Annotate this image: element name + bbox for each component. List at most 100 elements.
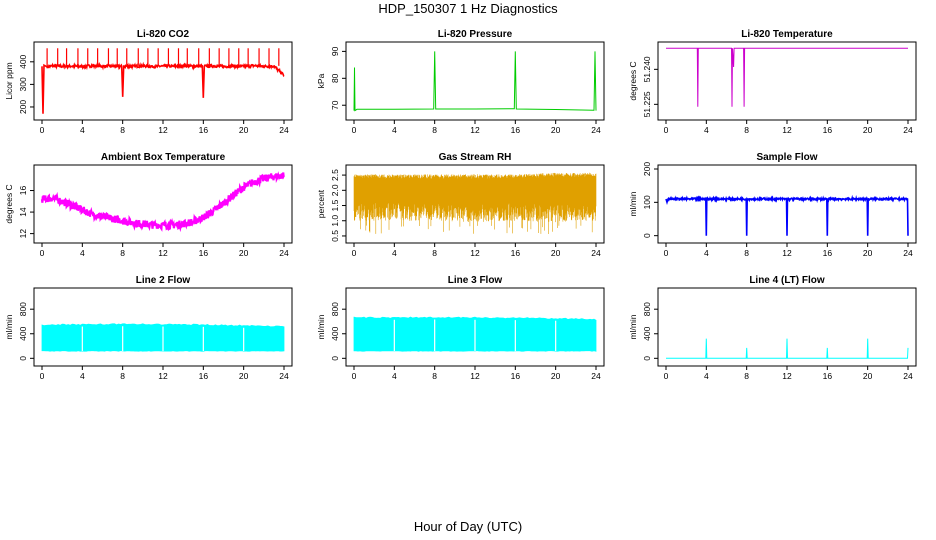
x-tick-label: 16 bbox=[511, 248, 521, 258]
y-tick-label: 300 bbox=[18, 77, 28, 91]
y-tick-label: 0 bbox=[18, 356, 28, 361]
plot-frame bbox=[33, 41, 293, 121]
x-tick-label: 4 bbox=[392, 248, 397, 258]
x-tick-label: 16 bbox=[199, 125, 209, 135]
panel-7: Line 2 Flow ml/min 0 4 8 12 16 20 24 0 400 800 bbox=[4, 275, 293, 381]
panel-2: Li-820 Pressure kPa 0 4 8 12 16 20 24 70 80 90 bbox=[316, 29, 605, 135]
plot-frame bbox=[657, 41, 917, 121]
x-tick-label: 8 bbox=[432, 125, 437, 135]
x-tick-label: 12 bbox=[782, 371, 792, 381]
x-tick-label: 24 bbox=[279, 371, 289, 381]
figure-title: HDP_150307 1 Hz Diagnostics bbox=[378, 1, 558, 16]
y-tick-label: 400 bbox=[330, 326, 340, 340]
x-tick-label: 4 bbox=[392, 371, 397, 381]
x-tick-label: 20 bbox=[551, 125, 561, 135]
panel-title: Li-820 CO2 bbox=[137, 29, 190, 40]
y-tick-label: 400 bbox=[18, 326, 28, 340]
y-axis-label: ml/min bbox=[316, 314, 326, 339]
x-tick-label: 12 bbox=[470, 125, 480, 135]
panel-title: Line 2 Flow bbox=[136, 275, 191, 286]
y-tick-label: 100 bbox=[642, 195, 652, 209]
x-tick-label: 0 bbox=[352, 125, 357, 135]
x-tick-label: 8 bbox=[744, 125, 749, 135]
y-tick-label: 51.225 bbox=[642, 91, 652, 117]
x-tick-label: 8 bbox=[744, 371, 749, 381]
y-tick-label: 800 bbox=[18, 302, 28, 316]
x-tick-label: 12 bbox=[782, 248, 792, 258]
x-tick-label: 24 bbox=[591, 125, 601, 135]
panel-8: Line 3 Flow ml/min 0 4 8 12 16 20 24 0 400 800 bbox=[316, 275, 605, 381]
x-tick-label: 8 bbox=[432, 248, 437, 258]
panel-title: Li-820 Pressure bbox=[438, 29, 513, 40]
y-axis-label: kPa bbox=[316, 73, 326, 88]
x-tick-label: 8 bbox=[120, 125, 125, 135]
x-tick-label: 24 bbox=[591, 248, 601, 258]
x-tick-label: 12 bbox=[158, 248, 168, 258]
y-tick-label: 1.0 bbox=[330, 215, 340, 227]
x-tick-label: 16 bbox=[511, 125, 521, 135]
x-tick-label: 4 bbox=[704, 125, 709, 135]
y-tick-label: 2.0 bbox=[330, 184, 340, 196]
x-tick-label: 24 bbox=[903, 125, 913, 135]
x-tick-label: 12 bbox=[782, 125, 792, 135]
panel-title: Line 3 Flow bbox=[448, 275, 503, 286]
series-line bbox=[353, 51, 597, 112]
plot-frame bbox=[345, 41, 605, 121]
y-axis-label: percent bbox=[316, 189, 326, 218]
x-tick-label: 20 bbox=[551, 248, 561, 258]
x-tick-label: 8 bbox=[120, 371, 125, 381]
y-tick-label: 80 bbox=[330, 73, 340, 83]
x-tick-label: 20 bbox=[239, 248, 249, 258]
panel-3: Li-820 Temperature degrees C 0 4 8 12 16 20 24 51… bbox=[628, 29, 917, 135]
x-tick-label: 24 bbox=[279, 248, 289, 258]
series-rh bbox=[353, 172, 597, 234]
series-line bbox=[666, 47, 908, 107]
x-tick-label: 0 bbox=[40, 248, 45, 258]
figure-xlabel: Hour of Day (UTC) bbox=[414, 519, 522, 534]
x-tick-label: 12 bbox=[158, 371, 168, 381]
y-tick-label: 800 bbox=[330, 302, 340, 316]
y-tick-label: 800 bbox=[642, 302, 652, 316]
panel-title: Sample Flow bbox=[756, 152, 817, 163]
y-tick-label: 400 bbox=[18, 54, 28, 68]
y-axis-label: ml/min bbox=[4, 314, 14, 339]
y-tick-label: 200 bbox=[18, 100, 28, 114]
series-line bbox=[665, 194, 909, 236]
x-tick-label: 0 bbox=[352, 248, 357, 258]
series-line bbox=[40, 171, 285, 233]
panel-title: Line 4 (LT) Flow bbox=[749, 275, 825, 286]
y-tick-label: 70 bbox=[330, 100, 340, 110]
x-tick-label: 16 bbox=[823, 125, 833, 135]
y-axis-label: ml/min bbox=[628, 314, 638, 339]
y-axis-label: ml/min bbox=[628, 191, 638, 216]
panel-9: Line 4 (LT) Flow ml/min 0 4 8 12 16 20 24 0 400 800 bbox=[628, 275, 917, 381]
x-tick-label: 16 bbox=[199, 371, 209, 381]
x-tick-label: 4 bbox=[80, 248, 85, 258]
y-tick-label: 0 bbox=[330, 356, 340, 361]
y-tick-label: 200 bbox=[642, 162, 652, 176]
x-tick-label: 0 bbox=[664, 248, 669, 258]
x-tick-label: 12 bbox=[158, 125, 168, 135]
x-tick-label: 12 bbox=[470, 248, 480, 258]
panel-1: Li-820 CO2 Licor ppm 0 4 8 12 16 20 24 200 300 400 bbox=[4, 29, 293, 135]
y-tick-label: 2.5 bbox=[330, 169, 340, 181]
x-tick-label: 0 bbox=[40, 125, 45, 135]
x-tick-label: 0 bbox=[40, 371, 45, 381]
x-tick-label: 20 bbox=[239, 371, 249, 381]
x-tick-label: 16 bbox=[511, 371, 521, 381]
panel-4: Ambient Box Temperature degrees C 0 4 8 12 16 2… bbox=[4, 152, 293, 258]
x-tick-label: 8 bbox=[744, 248, 749, 258]
x-tick-label: 16 bbox=[823, 371, 833, 381]
x-tick-label: 0 bbox=[352, 371, 357, 381]
y-axis-label: degrees C bbox=[4, 184, 14, 223]
x-tick-label: 16 bbox=[199, 248, 209, 258]
x-tick-label: 20 bbox=[863, 371, 873, 381]
x-tick-label: 4 bbox=[80, 371, 85, 381]
x-tick-label: 4 bbox=[392, 125, 397, 135]
panel-title: Gas Stream RH bbox=[439, 152, 512, 163]
y-tick-label: 12 bbox=[18, 229, 28, 239]
x-tick-label: 8 bbox=[120, 248, 125, 258]
y-tick-label: 0 bbox=[642, 356, 652, 361]
